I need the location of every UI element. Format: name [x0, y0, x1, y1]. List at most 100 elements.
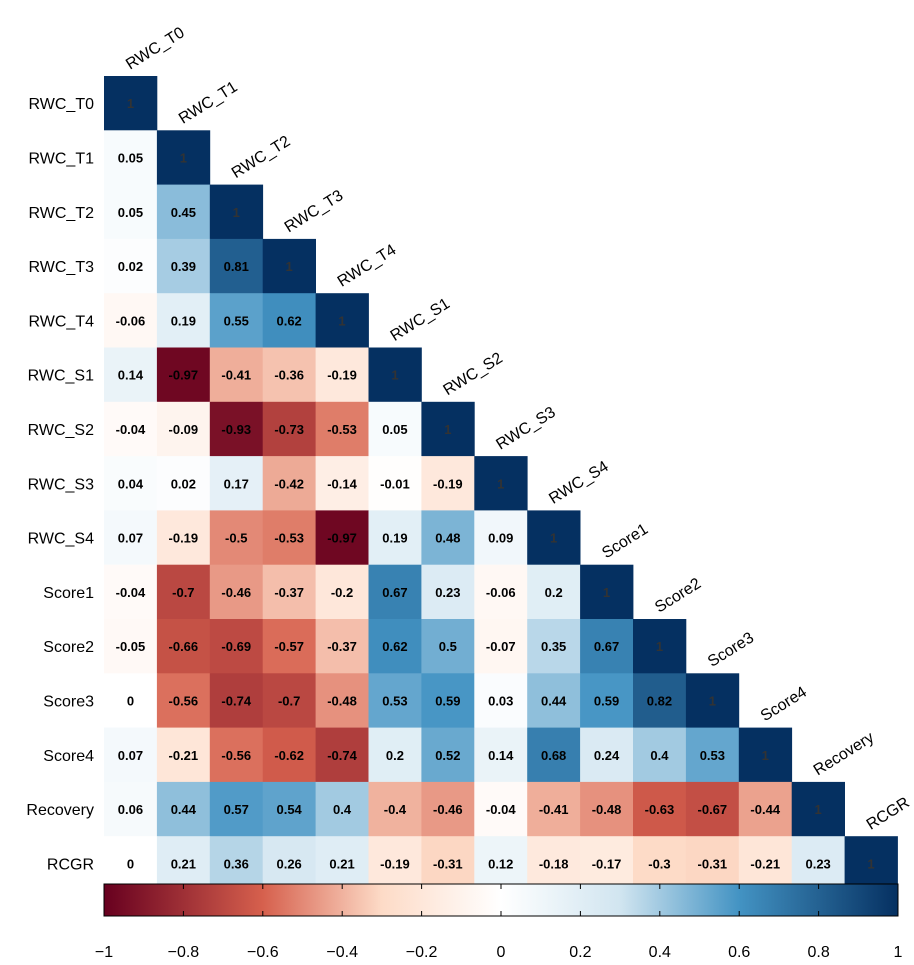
cell-RWC_T4-RWC_T1 — [156, 293, 211, 348]
cell-Score3-Score3 — [685, 673, 740, 728]
cell-value-label: -0.19 — [169, 531, 199, 546]
cell-RWC_T2-RWC_T0 — [104, 184, 158, 240]
colorbar-tick-label: 0.8 — [807, 944, 829, 961]
cell-RCGR-RWC_T3 — [262, 836, 316, 891]
cell-value-label: 0.19 — [382, 531, 407, 546]
cell-value-label: 1 — [391, 368, 398, 383]
cell-RCGR-RWC_T0 — [104, 836, 158, 891]
cell-Score4-Score4 — [738, 727, 793, 783]
cell-value-label: 1 — [762, 748, 769, 763]
cell-Recovery-Score3 — [685, 781, 740, 837]
cell-RCGR-Score4 — [738, 836, 793, 891]
cell-value-label: -0.41 — [539, 802, 569, 817]
cell-value-label: -0.19 — [433, 476, 463, 491]
cell-RCGR-RWC_S2 — [421, 836, 475, 891]
cell-Score1-RWC_S2 — [421, 564, 475, 620]
cell-Score2-RWC_T2 — [209, 619, 264, 674]
cell-value-label: 0.81 — [224, 259, 249, 274]
cell-value-label: 0.54 — [276, 802, 302, 817]
cell-value-label: 1 — [127, 96, 134, 111]
column-label-RWC_T0: RWC_T0 — [123, 24, 188, 73]
cell-value-label: 0.05 — [118, 205, 143, 220]
cell-value-label: 1 — [444, 422, 451, 437]
cell-value-label: 0.5 — [439, 639, 457, 654]
colorbar — [103, 883, 899, 917]
cell-value-label: 1 — [603, 585, 610, 600]
cell-RCGR-RWC_S1 — [368, 836, 422, 891]
row-label-RWC_T3: RWC_T3 — [29, 259, 95, 276]
cell-value-label: -0.19 — [327, 368, 357, 383]
colorbar-tick-label: 0 — [497, 944, 506, 961]
heatmap-cells: 1 0.05 1 0.05 0.45 1 0.02 0.39 0.81 1 -0.06 0.19 0.5… — [104, 76, 898, 891]
cell-value-label: -0.74 — [221, 693, 251, 708]
cell-value-label: 0.21 — [329, 856, 354, 871]
cell-value-label: -0.21 — [169, 748, 199, 763]
cell-Score1-RWC_T4 — [315, 564, 369, 620]
cell-Score2-RWC_S4 — [527, 619, 581, 674]
cell-Score1-RWC_T3 — [262, 564, 316, 620]
column-label-Score2: Score2 — [652, 575, 704, 616]
cell-value-label: -0.56 — [221, 748, 251, 763]
cell-value-label: 0.23 — [805, 856, 830, 871]
cell-Score3-RWC_T3 — [262, 673, 316, 728]
colorbar-tick-label: 1 — [894, 944, 903, 961]
cell-Score4-RWC_T0 — [104, 727, 158, 783]
column-label-Score1: Score1 — [599, 521, 651, 562]
cell-value-label: 0.02 — [118, 259, 143, 274]
cell-value-label: 0.12 — [488, 856, 513, 871]
cell-value-label: 0.45 — [171, 205, 196, 220]
cell-Score3-RWC_S3 — [474, 673, 528, 728]
cell-Score4-RWC_S3 — [474, 727, 528, 783]
cell-RWC_T4-RWC_T0 — [104, 293, 158, 348]
column-label-Score3: Score3 — [705, 629, 757, 670]
cell-RWC_S1-RWC_T2 — [209, 347, 264, 403]
cell-value-label: 0.57 — [224, 802, 249, 817]
row-label-Recovery: Recovery — [26, 802, 94, 819]
row-label-RWC_S1: RWC_S1 — [28, 368, 94, 385]
row-label-Score1: Score1 — [43, 585, 94, 602]
cell-RCGR-RWC_T1 — [156, 836, 211, 891]
cell-Recovery-RWC_S3 — [474, 781, 528, 837]
cell-Score3-RWC_S2 — [421, 673, 475, 728]
cell-value-label: -0.53 — [274, 531, 304, 546]
cell-RWC_S2-RWC_T1 — [156, 401, 211, 457]
cell-RWC_S4-RWC_T4 — [315, 510, 369, 566]
cell-value-label: 0.67 — [382, 585, 407, 600]
cell-RWC_S4-RWC_S3 — [474, 510, 528, 566]
cell-value-label: 0.2 — [386, 748, 404, 763]
cell-value-label: -0.69 — [221, 639, 251, 654]
cell-value-label: 0.17 — [224, 476, 249, 491]
cell-value-label: -0.19 — [380, 856, 410, 871]
cell-RWC_S3-RWC_S1 — [368, 456, 422, 511]
cell-RWC_T2-RWC_T2 — [209, 184, 264, 240]
cell-value-label: 0.02 — [171, 476, 196, 491]
cell-RCGR-RWC_S4 — [527, 836, 581, 891]
cell-Score4-RWC_S1 — [368, 727, 422, 783]
cell-RCGR-RWC_T2 — [209, 836, 264, 891]
cell-Score2-Score2 — [633, 619, 687, 674]
cell-RWC_S4-RWC_S2 — [421, 510, 475, 566]
cell-Recovery-RWC_T4 — [315, 781, 369, 837]
cell-RCGR-Score1 — [580, 836, 634, 891]
cell-value-label: -0.04 — [116, 585, 146, 600]
colorbar-tick-label: −0.8 — [168, 944, 200, 961]
column-label-Recovery: Recovery — [811, 729, 877, 779]
cell-value-label: 0.23 — [435, 585, 460, 600]
cell-RWC_S1-RWC_T4 — [315, 347, 369, 403]
colorbar-tick-label: −0.2 — [406, 944, 438, 961]
cell-RWC_T3-RWC_T1 — [156, 238, 211, 294]
cell-value-label: 0.59 — [435, 693, 460, 708]
cell-value-label: 0.21 — [171, 856, 196, 871]
cell-value-label: -0.5 — [225, 531, 247, 546]
cell-RWC_S4-RWC_S1 — [368, 510, 422, 566]
cell-value-label: 1 — [497, 476, 504, 491]
column-label-RWC_T3: RWC_T3 — [282, 187, 347, 236]
cell-RCGR-Score3 — [685, 836, 740, 891]
cell-value-label: -0.97 — [327, 531, 357, 546]
cell-Score4-RWC_T1 — [156, 727, 211, 783]
cell-value-label: -0.7 — [172, 585, 194, 600]
cell-value-label: -0.37 — [274, 585, 304, 600]
row-label-RCGR: RCGR — [47, 856, 94, 873]
cell-Score2-RWC_T0 — [104, 619, 158, 674]
cell-value-label: 0.67 — [594, 639, 619, 654]
